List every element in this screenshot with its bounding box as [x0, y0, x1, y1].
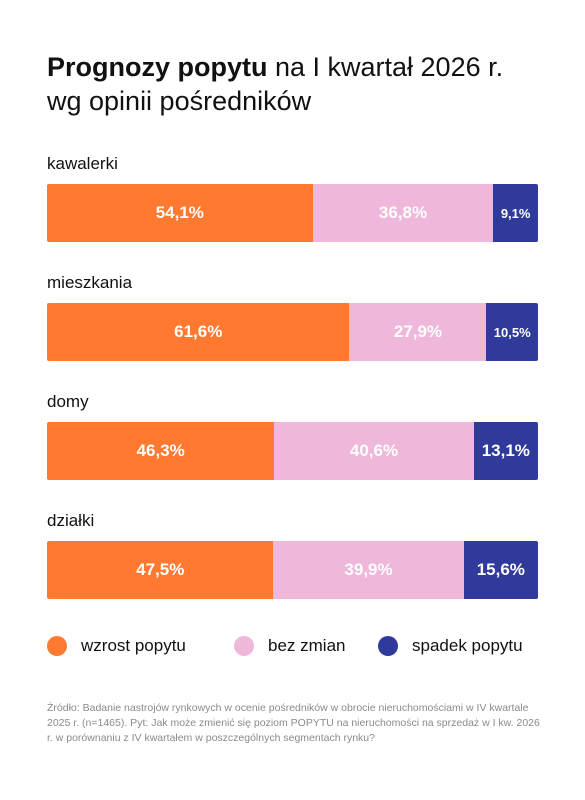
- bar-group: mieszkania 61,6% 27,9% 10,5%: [47, 269, 538, 388]
- category-label: mieszkania: [47, 273, 133, 292]
- title-bold: Prognozy popytu: [47, 52, 268, 82]
- legend-swatch: [378, 636, 398, 656]
- bar-segment-spadek: 13,1%: [473, 422, 538, 480]
- legend-item: bez zmian: [234, 636, 345, 656]
- bar-group: kawalerki 54,1% 36,8% 9,1%: [47, 150, 538, 269]
- stacked-bar: 47,5% 39,9% 15,6%: [47, 541, 538, 599]
- bar-segment-bez-zmian: 36,8%: [312, 184, 494, 242]
- stacked-bar: 54,1% 36,8% 9,1%: [47, 184, 538, 242]
- bar-segment-spadek: 15,6%: [463, 541, 538, 599]
- source-note: Źródło: Badanie nastrojów rynkowych w oc…: [47, 702, 540, 744]
- bar-group: domy 46,3% 40,6% 13,1%: [47, 388, 538, 507]
- bar-segment-wzrost: 61,6%: [47, 303, 350, 361]
- category-label: kawalerki: [47, 154, 118, 173]
- bar-segment-spadek: 10,5%: [486, 303, 538, 361]
- stacked-bar-chart: kawalerki 54,1% 36,8% 9,1% mieszkania 61,6% 27…: [47, 150, 538, 626]
- legend-swatch: [234, 636, 254, 656]
- bar-segment-spadek: 9,1%: [493, 184, 538, 242]
- category-label: działki: [47, 511, 95, 530]
- chart-title: Prognozy popytu na I kwartał 2026 r. wg …: [47, 50, 547, 118]
- legend-label: wzrost popytu: [81, 636, 186, 655]
- bar-group: działki 47,5% 39,9% 15,6%: [47, 507, 538, 626]
- legend-label: bez zmian: [268, 636, 346, 655]
- bar-segment-bez-zmian: 40,6%: [274, 422, 474, 480]
- title-rest: na I kwartał 2026 r.: [267, 52, 504, 82]
- bar-segment-wzrost: 54,1%: [47, 184, 313, 242]
- bar-segment-bez-zmian: 27,9%: [349, 303, 487, 361]
- bar-segment-bez-zmian: 39,9%: [273, 541, 464, 599]
- legend-label: spadek popytu: [412, 636, 523, 655]
- stacked-bar: 61,6% 27,9% 10,5%: [47, 303, 538, 361]
- legend-item: wzrost popytu: [47, 636, 186, 656]
- title-line2: wg opinii pośredników: [47, 86, 312, 116]
- stacked-bar: 46,3% 40,6% 13,1%: [47, 422, 538, 480]
- chart-legend: wzrost popytu bez zmian spadek popytu: [47, 636, 542, 662]
- bar-segment-wzrost: 47,5%: [47, 541, 274, 599]
- bar-segment-wzrost: 46,3%: [47, 422, 275, 480]
- legend-swatch: [47, 636, 67, 656]
- category-label: domy: [47, 392, 89, 411]
- legend-item: spadek popytu: [378, 636, 523, 656]
